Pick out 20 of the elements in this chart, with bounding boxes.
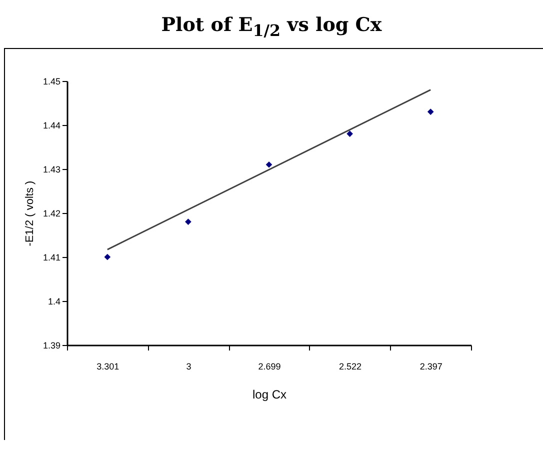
y-tick-label: 1.41: [42, 252, 60, 262]
y-tick-label: 1.4: [48, 296, 60, 306]
point: [427, 108, 434, 115]
y-axis-title: -E1/2 ( volts ): [24, 180, 36, 246]
x-tick-label: 2.699: [258, 361, 281, 372]
x-tick-label: 2.397: [420, 361, 442, 372]
x-tick-label: 3: [186, 361, 192, 372]
point: [104, 254, 111, 260]
point: [346, 130, 353, 137]
y-tick-label: 1.43: [42, 164, 60, 174]
point: [266, 161, 272, 168]
y-tick-label: 1.44: [42, 120, 60, 130]
x-tick-label: 2.522: [339, 361, 362, 372]
y-tick-label: 1.39: [42, 340, 60, 350]
x-axis-title: log Cx: [252, 387, 287, 402]
y-tick-label: 1.42: [42, 208, 60, 218]
x-tick-label: 3.301: [96, 361, 120, 372]
point: [185, 218, 192, 225]
y-tick-label: 1.45: [42, 76, 60, 86]
chart-title: Plot of E$_{1/2}$ vs log Cx: [160, 14, 383, 40]
